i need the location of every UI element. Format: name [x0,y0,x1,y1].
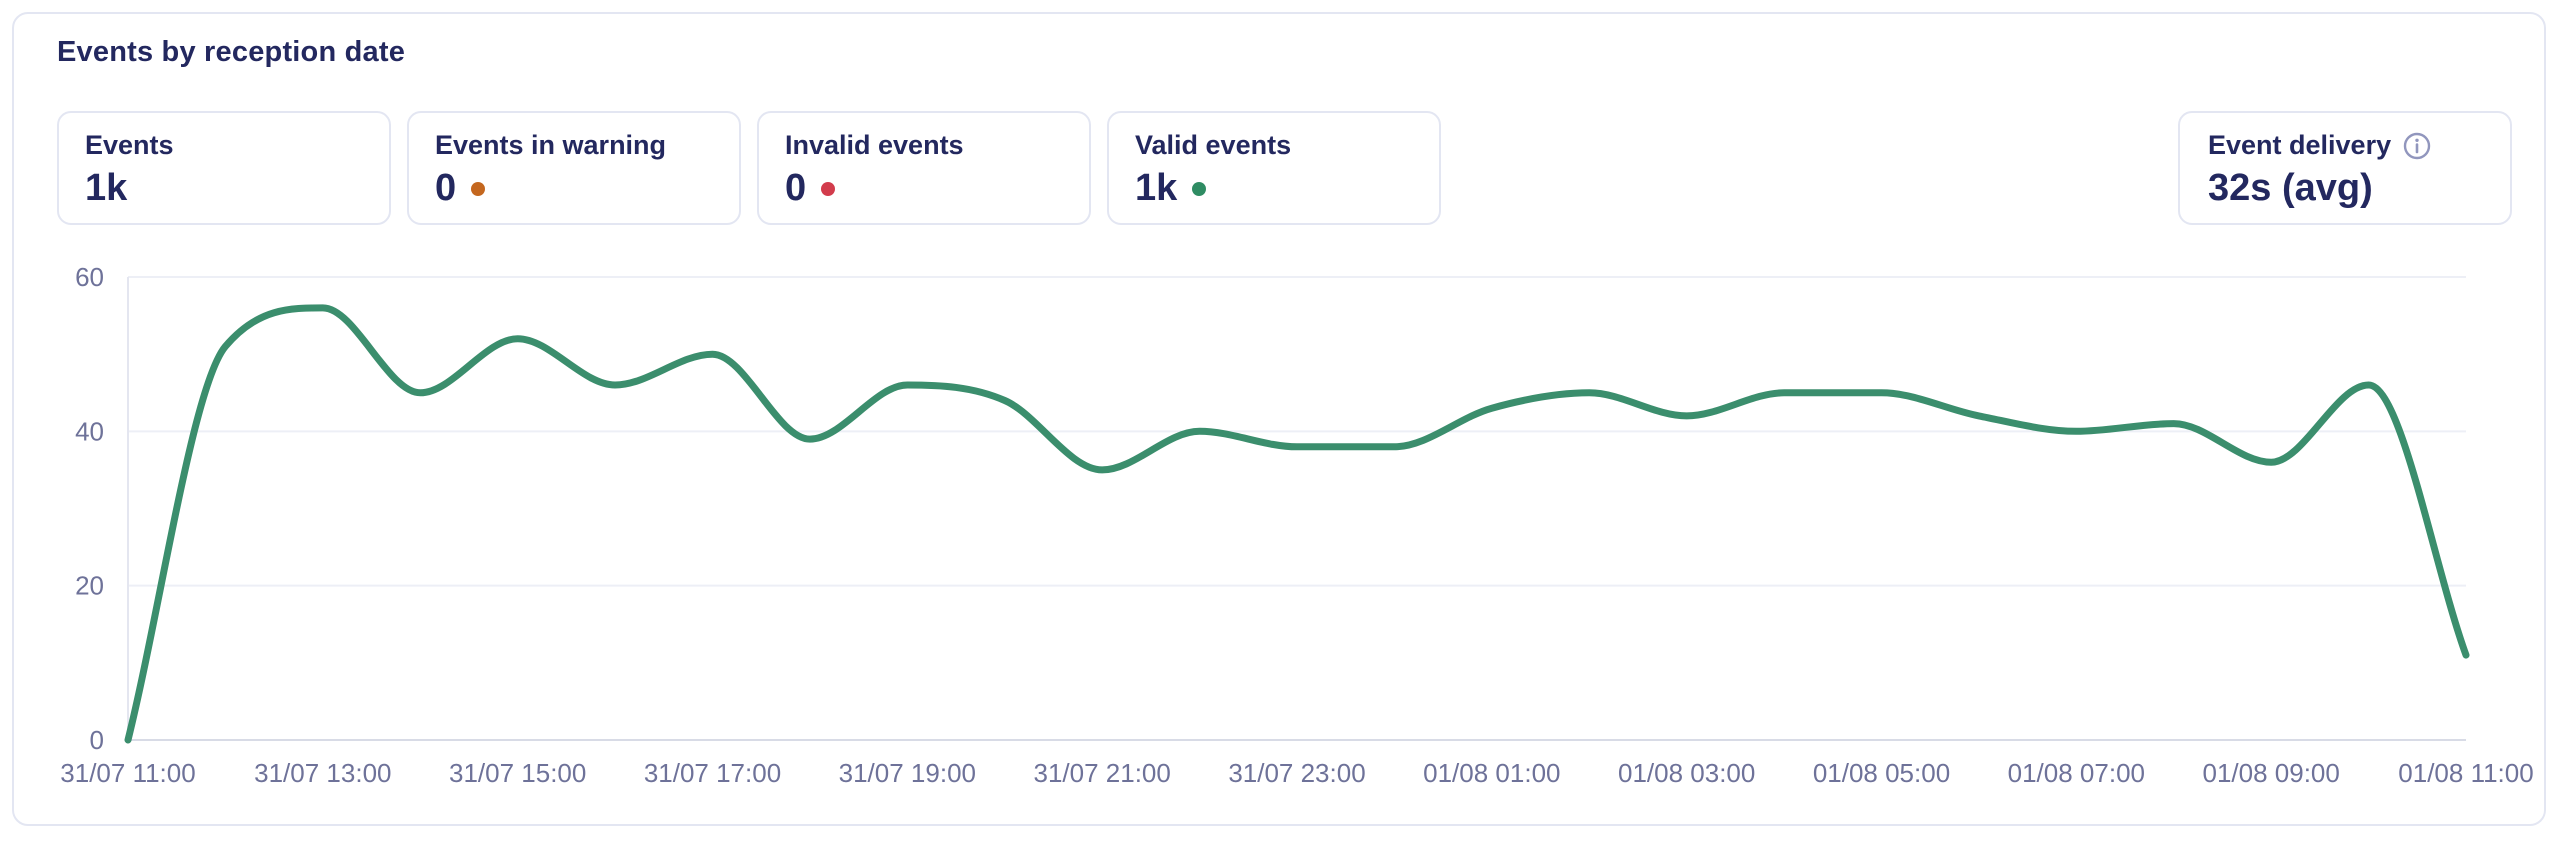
stat-label-invalid-events: Invalid events [785,130,964,160]
stat-label-events-in-warning: Events in warning [435,130,667,160]
invalid-dot-icon [821,181,836,196]
x-axis-label: 01/08 07:00 [2008,758,2145,788]
stat-label-events: Events [85,130,174,160]
stat-label-valid-events: Valid events [1135,130,1292,160]
x-axis-label: 01/08 03:00 [1618,758,1755,788]
warning-dot-icon [471,181,486,196]
x-axis-label: 01/08 11:00 [2398,758,2533,788]
stat-value-valid-events: 1k [1135,167,1178,209]
events-panel: Events by reception date Events 1k Event… [12,12,2546,826]
x-axis-label: 31/07 23:00 [1228,758,1365,788]
x-axis-label: 31/07 11:00 [60,758,195,788]
stat-card-events-in-warning: Events in warning 0 [407,111,741,225]
x-axis-label: 31/07 19:00 [839,758,976,788]
info-icon[interactable] [2403,132,2431,160]
stat-label-event-delivery: Event delivery [2208,130,2392,160]
x-axis-label: 31/07 21:00 [1033,758,1170,788]
stat-value-events: 1k [85,167,128,209]
events-series-line [124,304,2470,744]
x-axis-label: 01/08 09:00 [2202,758,2339,788]
page-title: Events by reception date [57,36,406,68]
stat-card-invalid-events: Invalid events 0 [757,111,1091,225]
y-axis-label: 0 [90,725,104,755]
x-axis-label: 31/07 17:00 [644,758,781,788]
y-axis-label: 40 [75,416,104,446]
x-axis-label: 31/07 15:00 [449,758,586,788]
stats-row: Events 1k Events in warning 0 Invalid ev… [57,111,1441,225]
stat-card-events: Events 1k [57,111,391,225]
stat-card-valid-events: Valid events 1k [1107,111,1441,225]
y-axis-label: 20 [75,571,104,601]
stat-value-events-in-warning: 0 [435,167,457,209]
x-axis-label: 01/08 01:00 [1423,758,1560,788]
valid-dot-icon [1192,181,1207,196]
stat-card-event-delivery: Event delivery 32s (avg) [2178,111,2512,225]
stat-value-invalid-events: 0 [785,167,807,209]
x-axis-label: 31/07 13:00 [254,758,391,788]
y-axis-label: 60 [75,262,104,292]
x-axis-label: 01/08 05:00 [1813,758,1950,788]
stat-value-event-delivery: 32s (avg) [2208,167,2373,209]
